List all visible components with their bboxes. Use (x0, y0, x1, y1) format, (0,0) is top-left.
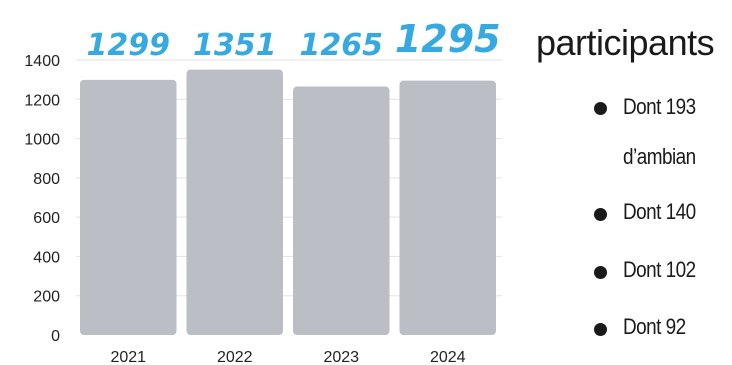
bar-2023 (293, 86, 390, 336)
x-tick-label-2023: 2023 (323, 349, 359, 365)
bullet-item-1: Dont 193 (623, 94, 696, 119)
bar-2022 (186, 69, 283, 335)
bar-2024 (399, 80, 496, 335)
bullet-dot-2 (594, 208, 607, 221)
x-tick-label-2021: 2021 (110, 349, 146, 365)
y-tick-label-600: 600 (33, 210, 60, 227)
data-label-2023: 1265 (300, 28, 384, 63)
y-tick-label-1000: 1000 (24, 132, 60, 149)
y-tick-label-400: 400 (33, 249, 60, 266)
x-tick-label-2022: 2022 (217, 349, 253, 365)
y-tick-label-200: 200 (33, 289, 60, 306)
side-panel: participants Dont 193 d’ambian Dont 140 … (528, 0, 732, 365)
bullet-item-4: Dont 92 (623, 314, 686, 339)
data-label-2024: 1295 (395, 17, 501, 61)
bullet-item-3: Dont 102 (623, 257, 696, 282)
bar-chart: 0 200 400 600 800 1000 1200 1400 2021 1299 2022 135… (24, 17, 502, 365)
bullet-item-1-continuation: d’ambian (623, 144, 696, 169)
bullet-item-2: Dont 140 (623, 199, 696, 224)
y-tick-label-1400: 1400 (24, 53, 60, 70)
y-tick-label-1200: 1200 (24, 92, 60, 109)
bullet-dot-4 (594, 323, 607, 336)
y-tick-label-0: 0 (51, 328, 60, 345)
bar-2021 (80, 79, 177, 335)
data-label-2021: 1299 (87, 28, 171, 63)
bullet-dot-1 (594, 102, 607, 115)
bullet-dot-3 (594, 266, 607, 279)
data-label-2022: 1351 (193, 28, 277, 63)
y-tick-label-800: 800 (33, 171, 60, 188)
participants-heading: participants (536, 22, 715, 63)
x-tick-label-2024: 2024 (430, 349, 466, 365)
